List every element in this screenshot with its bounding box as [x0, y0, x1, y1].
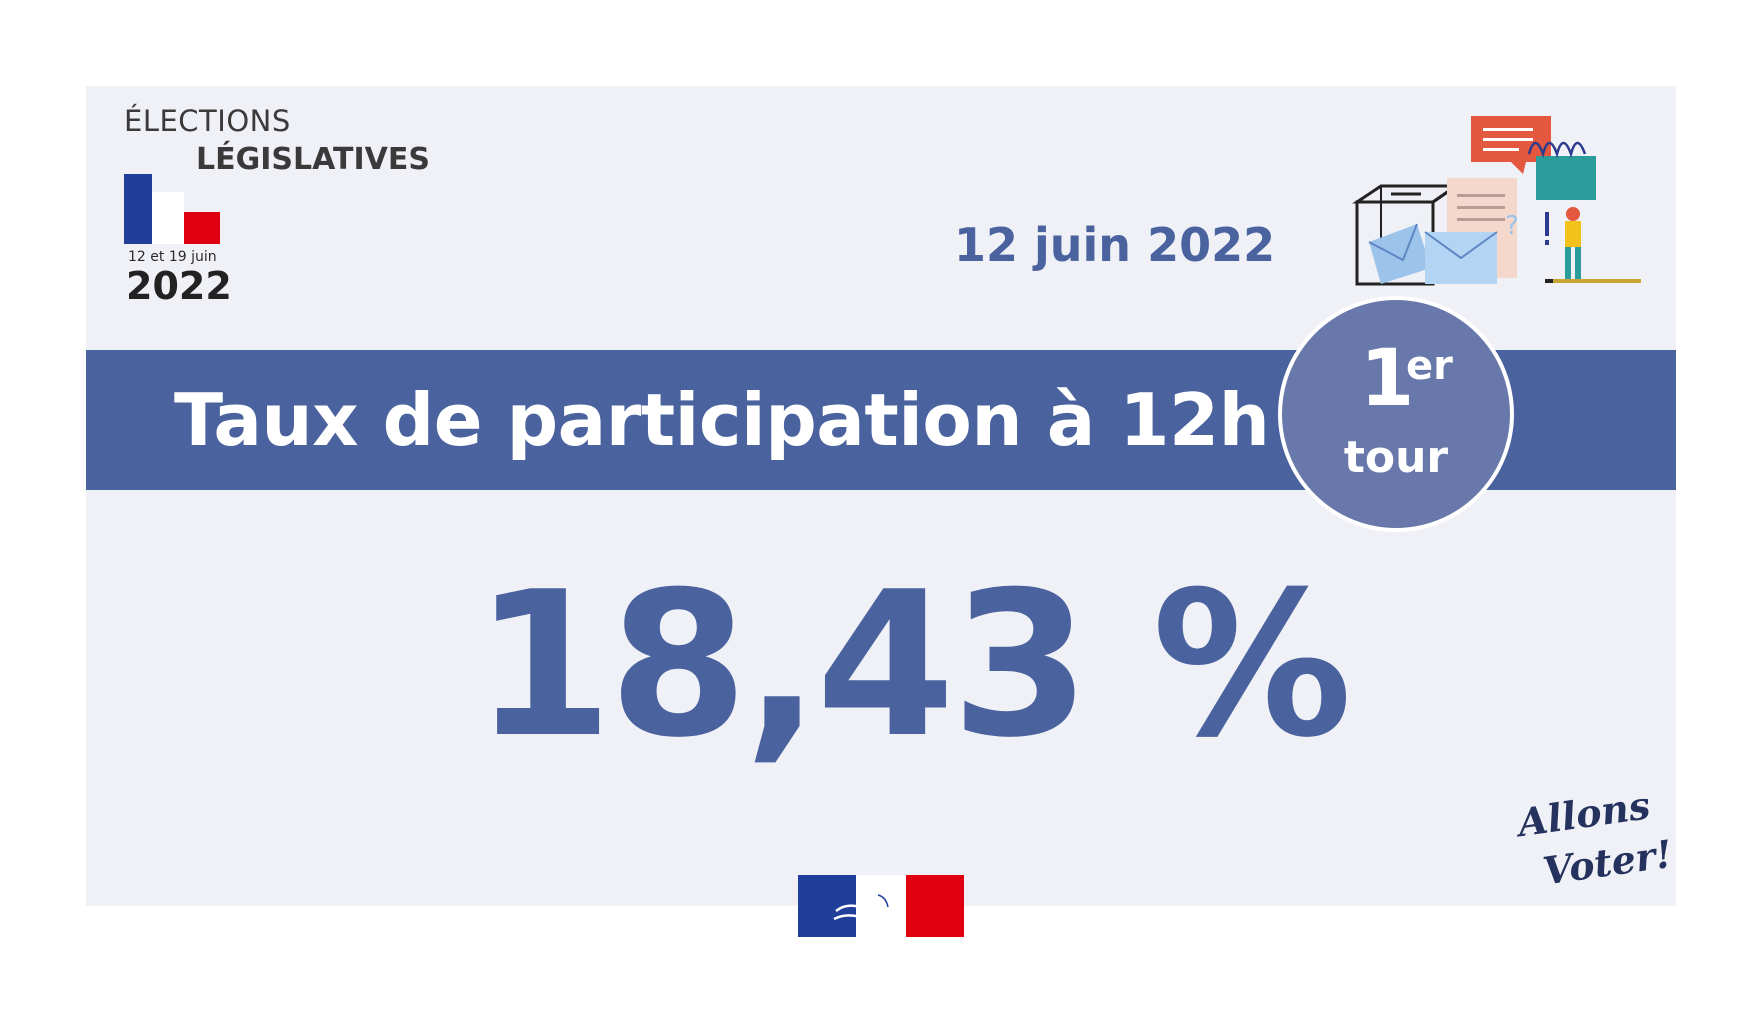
election-date: 12 juin 2022	[954, 218, 1276, 272]
turnout-value: 18,43 %	[473, 549, 1353, 782]
slogan-line2: Voter!	[1540, 831, 1671, 894]
participation-card: ÉLECTIONS LÉGISLATIVES 12 et 19 juin 202…	[86, 86, 1676, 906]
logo-year-text: 2022	[126, 264, 232, 308]
banner-title: Taux de participation à 12h	[174, 378, 1270, 462]
round-suffix: er	[1406, 343, 1453, 389]
logo-dates-text: 12 et 19 juin	[128, 249, 217, 265]
ballot-box-illustration: ?	[1352, 116, 1641, 286]
logo-elections-text: ÉLECTIONS	[124, 104, 291, 138]
round-number: 1	[1360, 334, 1415, 424]
svg-text:?: ?	[1505, 211, 1519, 241]
allons-voter-slogan: Allons Voter!	[1512, 786, 1671, 894]
logo-legislatives-text: LÉGISLATIVES	[196, 142, 430, 177]
marianne-logo	[798, 875, 964, 937]
round-badge: 1 er tour	[1278, 296, 1514, 532]
elections-logo: ÉLECTIONS LÉGISLATIVES 12 et 19 juin 202…	[124, 104, 444, 308]
speech-bubble-icon	[1471, 116, 1551, 174]
round-word: tour	[1343, 432, 1449, 483]
envelope-icon	[1368, 223, 1498, 284]
french-flag-icon	[124, 174, 220, 244]
